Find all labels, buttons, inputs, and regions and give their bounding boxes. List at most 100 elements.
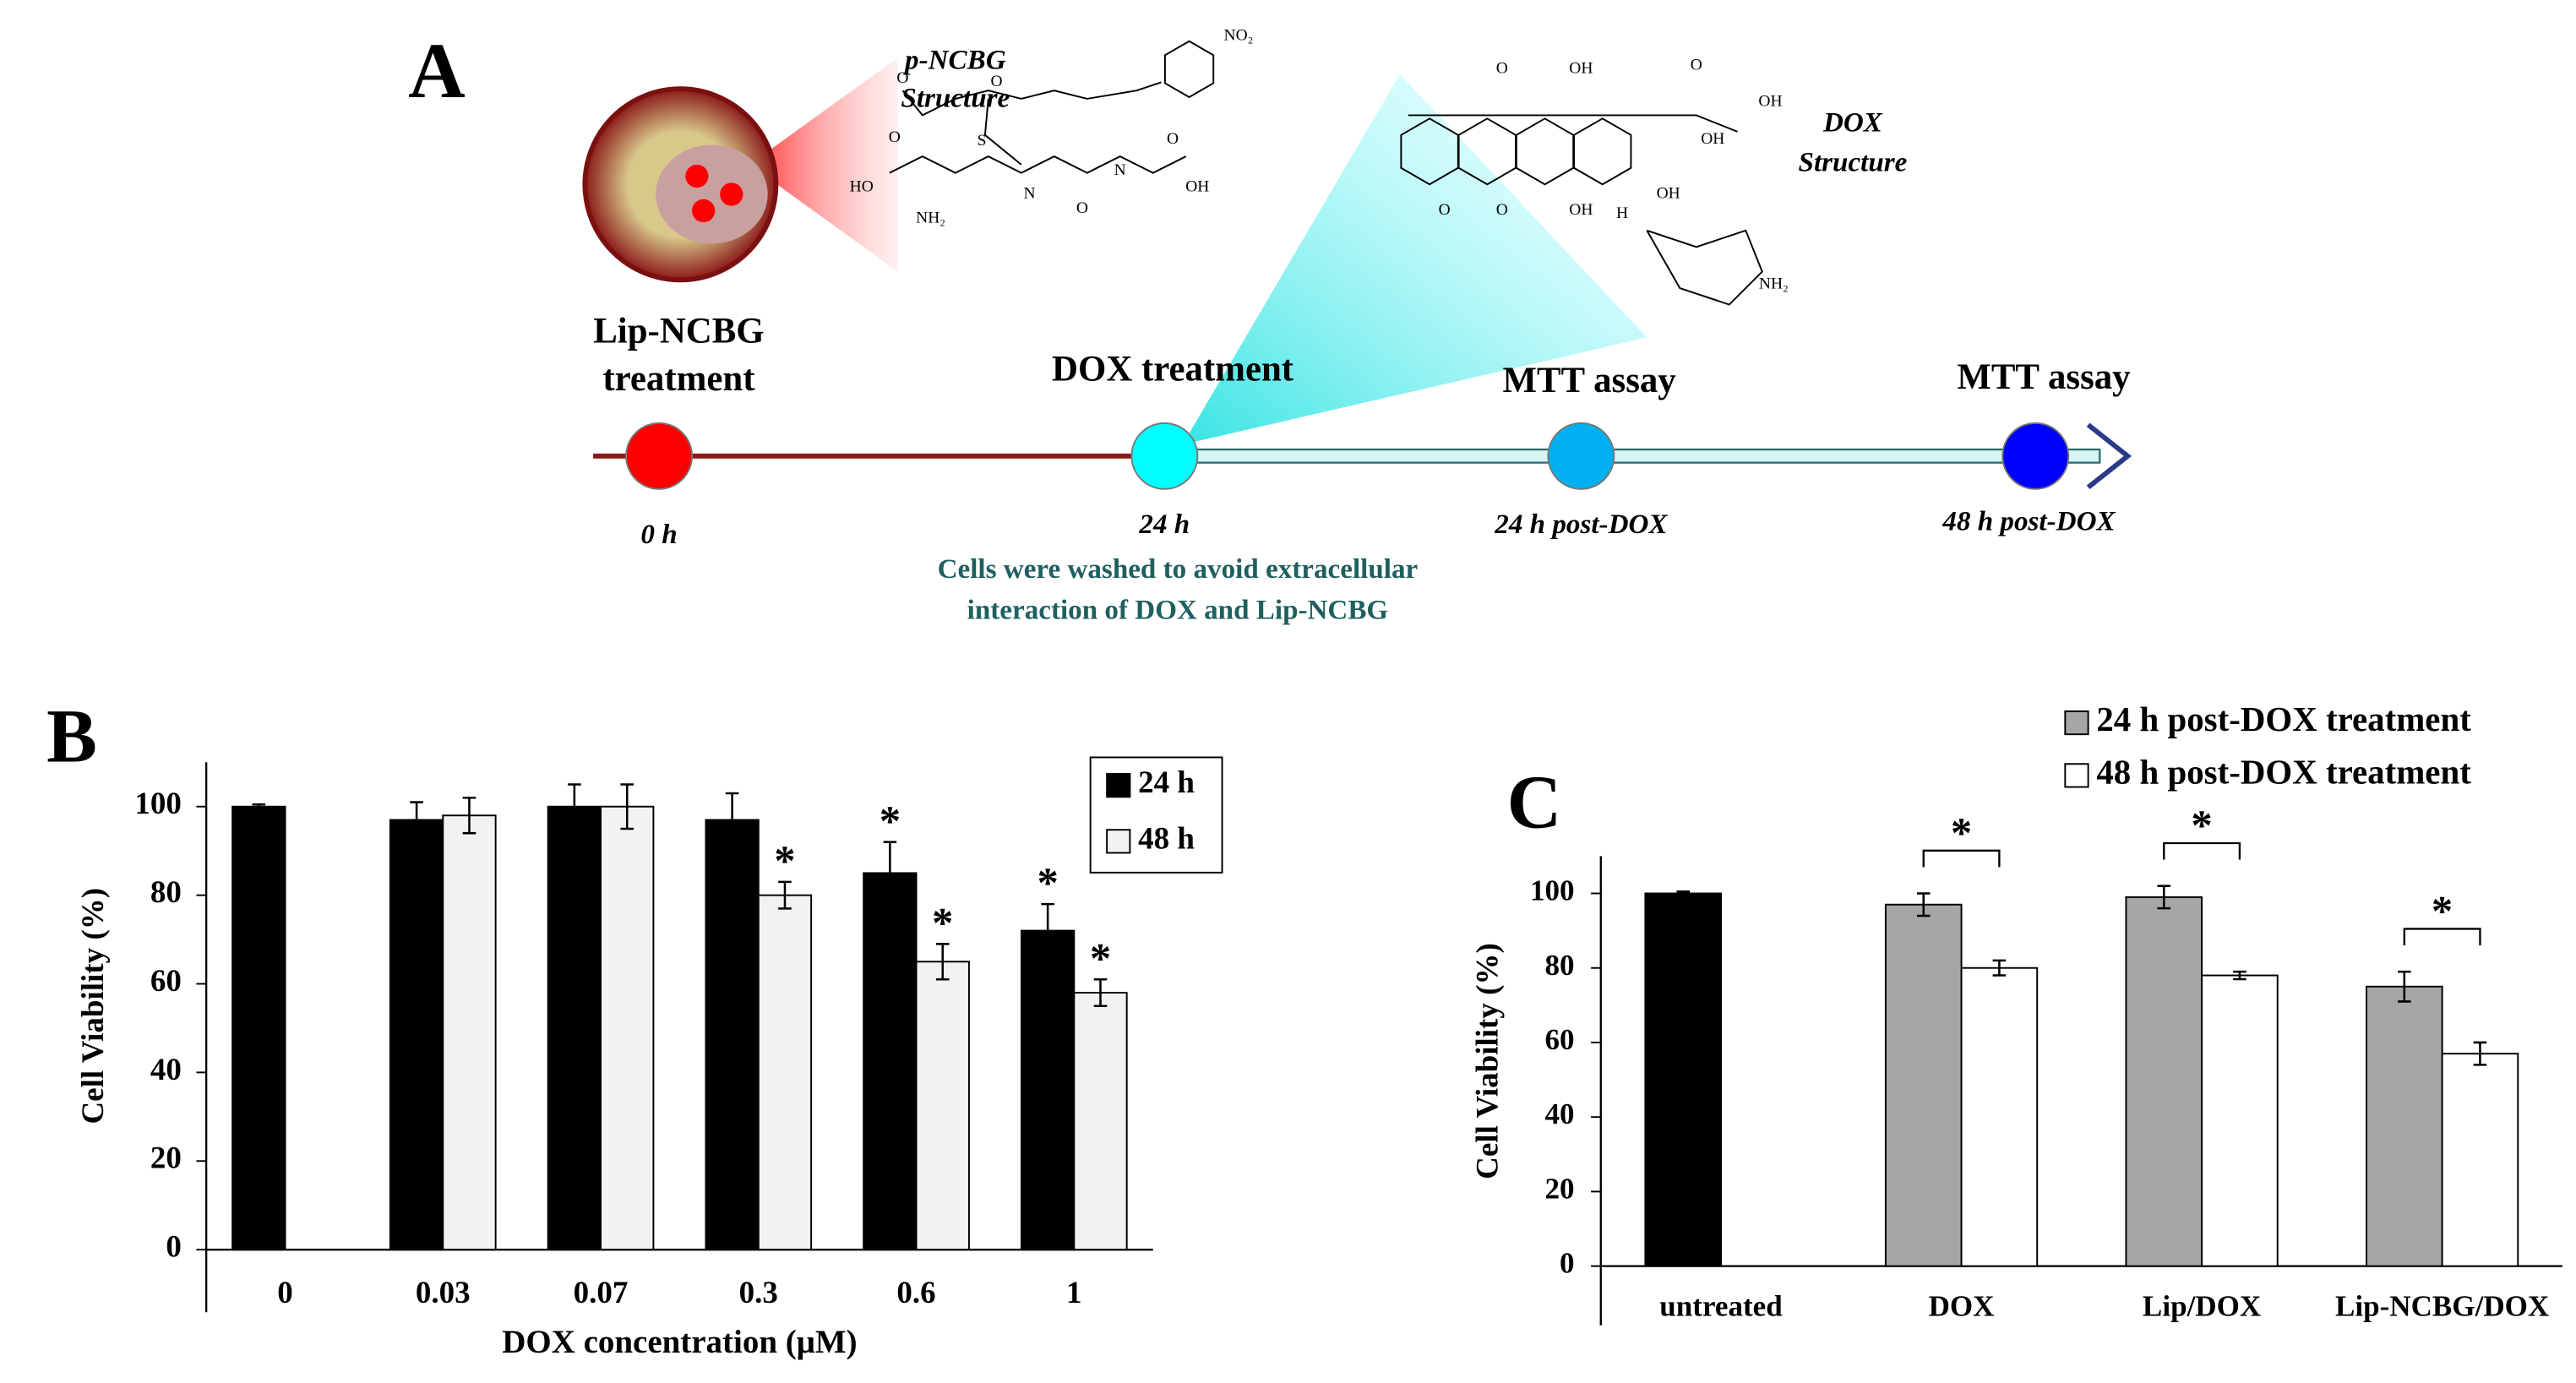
atom-label: OH: [1701, 130, 1724, 148]
legend-label: 24 h post-DOX treatment: [2096, 700, 2471, 738]
bond: [1408, 114, 1738, 133]
atom-label: OH: [1657, 184, 1680, 202]
timeline: [1163, 448, 2101, 464]
error-bar: [1676, 890, 1691, 896]
significance: *: [1090, 934, 1111, 982]
drug-dot: [692, 199, 716, 223]
error-bar: [1916, 892, 1931, 917]
note: interaction of DOX and Lip-NCBG: [967, 595, 1389, 626]
y-tick-label: 40: [1545, 1097, 1575, 1130]
timeline-node: [1547, 422, 1615, 490]
node-label: treatment: [602, 359, 755, 399]
y-tick-label: 20: [1545, 1172, 1575, 1205]
atom-label: O: [1496, 59, 1508, 77]
atom-label: OH: [1569, 201, 1593, 219]
bar: [1884, 903, 1963, 1267]
y-tick-label: 60: [1545, 1023, 1575, 1056]
atom-label: O: [1496, 201, 1508, 219]
y-tick-label: 80: [150, 875, 182, 910]
atom-label: O: [1691, 56, 1702, 74]
x-tick-label: 0: [277, 1276, 293, 1310]
timeline-node: [1130, 422, 1199, 490]
y-tick-label: 0: [166, 1230, 182, 1265]
x-tick-label: Lip/DOX: [2143, 1289, 2261, 1322]
legend-label: 24 h: [1138, 765, 1195, 800]
atom-label: O: [1076, 199, 1088, 217]
y-tick-label: 80: [1545, 949, 1575, 982]
panel-label: C: [1507, 760, 1562, 844]
legend-label: 48 h post-DOX treatment: [2096, 753, 2471, 791]
error-bar: [2397, 970, 2411, 1003]
atom-label: O: [991, 73, 1003, 90]
y-tick-label: 20: [150, 1141, 182, 1176]
zoom-cone: [749, 57, 898, 272]
y-tick-label: 40: [150, 1053, 182, 1087]
chart: B 0 20 40 60 80 100 Cell Viability (%) DOX conce…: [46, 694, 1223, 1360]
significance: *: [880, 798, 901, 845]
sugar-ring: [1646, 229, 1763, 306]
y-tick-label: 100: [134, 787, 182, 821]
bar: [2201, 974, 2279, 1267]
bar: [600, 805, 655, 1251]
node-time: 0 h: [640, 519, 677, 550]
drug-dot: [720, 182, 743, 206]
atom-label: O: [1167, 130, 1179, 148]
x-axis-label: DOX concentration (μM): [502, 1324, 857, 1360]
bar: [2441, 1053, 2519, 1267]
node-time: 48 h post-DOX: [1942, 505, 2116, 536]
bar: [1073, 992, 1128, 1251]
structure-caption: Structure: [1799, 146, 1908, 177]
significance: *: [932, 899, 953, 946]
bar: [705, 819, 760, 1251]
atom-label: NO₂: [1224, 26, 1254, 44]
legend-swatch: [2064, 763, 2089, 788]
ring: [1573, 117, 1632, 186]
significance: *: [2191, 802, 2212, 849]
significance: *: [1951, 809, 1972, 857]
zoom-cone: [1182, 74, 1647, 445]
error-bar: [410, 801, 423, 839]
x-tick-label: 0.6: [896, 1276, 935, 1310]
panel-label: A: [408, 28, 466, 115]
error-bar: [462, 796, 477, 835]
x-tick-label: 0.07: [574, 1276, 629, 1310]
y-tick-label: 0: [1560, 1247, 1575, 1280]
atom-label: N: [1024, 184, 1036, 202]
bar: [547, 805, 602, 1251]
timeline-node: [625, 422, 694, 490]
ring: [1163, 40, 1215, 99]
bar: [2125, 896, 2203, 1267]
structure-caption: Structure: [901, 82, 1010, 113]
bar: [1960, 966, 2039, 1267]
bar: [915, 961, 970, 1251]
node-time: 24 h post-DOX: [1494, 509, 1668, 540]
error-bar: [1992, 959, 2007, 977]
bar: [442, 814, 497, 1251]
error-bar: [935, 943, 950, 981]
x-tick-label: 1: [1066, 1276, 1082, 1310]
atom-label: O: [896, 69, 908, 87]
atom-label: O: [889, 128, 901, 146]
error-bar: [568, 783, 581, 830]
atom-label: HO: [850, 178, 874, 196]
drug-dot: [685, 164, 709, 188]
y-tick-label: 100: [1530, 874, 1575, 907]
panel-label: B: [46, 694, 97, 778]
atom-label: H: [1616, 204, 1628, 222]
legend-swatch: [1106, 772, 1131, 798]
bond: [901, 81, 1162, 117]
ring: [1515, 117, 1575, 186]
y-axis-label: Cell Viability (%): [1471, 943, 1506, 1179]
bar: [757, 894, 813, 1251]
atom-label: NH₂: [916, 210, 945, 227]
x-tick-label: Lip-NCBG/DOX: [2335, 1289, 2549, 1322]
node-label: MTT assay: [1503, 361, 1677, 400]
error-bar: [2157, 885, 2171, 910]
structure-caption: p-NCBG: [902, 45, 1006, 76]
node-time: 24 h: [1138, 509, 1190, 540]
x-tick-label: DOX: [1929, 1289, 1995, 1322]
atom-label: OH: [1569, 59, 1593, 77]
chart: C 0 20 40 60 80 100 Cell Viability (%) untreated…: [1471, 700, 2562, 1326]
